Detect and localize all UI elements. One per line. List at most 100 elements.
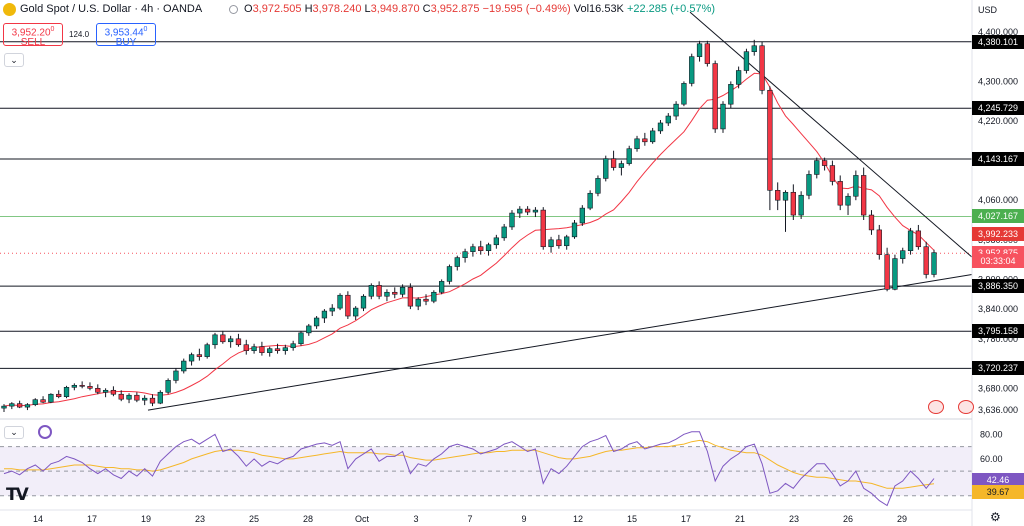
candle-body <box>861 175 867 216</box>
descending-trendline <box>689 11 973 258</box>
low-value: 3,949.870 <box>370 3 420 15</box>
candle-body <box>63 387 70 398</box>
rsi-tick-label: 80.00 <box>980 429 1003 439</box>
price-tick-label: 4,300.000 <box>978 76 1018 86</box>
candle-body <box>376 285 382 297</box>
candle-body <box>845 195 851 206</box>
time-tick-label: 28 <box>303 514 313 524</box>
candle-body <box>587 192 593 209</box>
buy-button[interactable]: 3,953.440 BUY <box>96 23 156 48</box>
vol-value: 16.53K <box>589 3 624 15</box>
candle-body <box>282 347 288 351</box>
time-tick-label: 14 <box>33 514 43 524</box>
candle-body <box>454 257 460 267</box>
rsi-refresh-icon[interactable] <box>38 425 52 439</box>
candle-body <box>735 70 742 85</box>
market-status-icon <box>229 5 238 14</box>
symbol-title[interactable]: Gold Spot / U.S. Dollar · 4h · OANDA <box>20 3 203 15</box>
candle-body <box>532 209 539 213</box>
time-tick-label: 25 <box>249 514 259 524</box>
sell-button[interactable]: 3,952.200 SELL <box>3 23 63 48</box>
us-flag-event-icon[interactable] <box>928 400 944 414</box>
gear-icon[interactable]: ⚙ <box>990 510 1001 524</box>
candle-body <box>446 266 453 282</box>
buy-price-sup: 0 <box>143 26 148 33</box>
candle-body <box>837 181 843 206</box>
chevron-down-icon[interactable]: ⌄ <box>4 53 24 67</box>
level-label: 4,027.167 <box>972 209 1024 224</box>
low-label: L <box>364 3 371 15</box>
gold-symbol-icon <box>3 3 16 16</box>
candle-body <box>313 317 320 327</box>
candle-body <box>16 403 23 408</box>
candle-body <box>821 160 828 166</box>
candle-body <box>188 354 195 362</box>
candle-body <box>56 393 62 398</box>
candle-body <box>462 251 468 258</box>
candle-body <box>876 229 882 255</box>
price-tick-label: 3,636.000 <box>978 405 1018 415</box>
candle-body <box>126 394 132 400</box>
chart-header: Gold Spot / U.S. Dollar · 4h · OANDA O 3,… <box>0 0 972 20</box>
rsi-value-label: 42.46 <box>972 473 1024 488</box>
candle-body <box>157 391 163 404</box>
candle-body <box>329 307 335 312</box>
time-tick-label: 7 <box>467 514 472 524</box>
candle-body <box>439 281 445 293</box>
sell-price: 3,952.20 <box>11 27 51 39</box>
candle-body <box>407 287 414 307</box>
candle-body <box>884 254 890 290</box>
candle-body <box>243 344 249 351</box>
time-tick-label: 15 <box>627 514 637 524</box>
time-tick-label: 21 <box>735 514 745 524</box>
candle-body <box>548 239 554 248</box>
candle-body <box>399 287 406 295</box>
candle-body <box>87 386 93 389</box>
level-label: 4,380.101 <box>972 34 1024 49</box>
candle-body <box>603 158 609 179</box>
currency-label[interactable]: USD <box>978 5 998 15</box>
candle-body <box>493 237 499 246</box>
candle-body <box>110 389 117 395</box>
candle-body <box>9 403 15 407</box>
candle-body <box>696 43 703 57</box>
close-value: 3,952.875 <box>430 3 480 15</box>
open-label: O <box>244 3 253 15</box>
candle-body <box>118 393 124 400</box>
candle-body <box>556 239 562 247</box>
candle-body <box>790 191 796 216</box>
candle-body <box>681 83 687 105</box>
rsi-chevron-down-icon[interactable]: ⌄ <box>4 426 24 439</box>
spread-value: 124.0 <box>69 30 90 39</box>
candle-body <box>868 214 875 231</box>
level-label: 3,992.233 <box>972 226 1024 241</box>
close-label: C <box>422 3 431 15</box>
candle-body <box>353 307 359 317</box>
candle-body <box>923 246 929 275</box>
candle-body <box>892 258 898 290</box>
candle-body <box>501 226 507 239</box>
rsi-tick-label: 60.00 <box>980 454 1003 464</box>
candle-body <box>642 138 648 143</box>
candle-body <box>907 230 914 251</box>
candle-body <box>368 285 374 297</box>
candle-body <box>181 360 187 372</box>
candle-body <box>798 194 804 216</box>
candle-body <box>618 163 625 168</box>
level-label: 4,245.729 <box>972 101 1024 116</box>
time-tick-label: 9 <box>521 514 526 524</box>
candle-body <box>650 130 656 143</box>
candle-body <box>900 250 906 259</box>
candle-body <box>71 385 77 388</box>
us-flag-event-icon-2[interactable] <box>958 400 974 414</box>
price-tick-label: 3,680.000 <box>978 383 1018 393</box>
time-tick-label: 12 <box>573 514 583 524</box>
candle-body <box>524 208 531 213</box>
candle-body <box>165 380 171 393</box>
candle-body <box>431 291 437 302</box>
candle-body <box>478 246 484 251</box>
candle-body <box>235 338 242 346</box>
candle-body <box>759 45 765 91</box>
candle-body <box>274 348 281 351</box>
